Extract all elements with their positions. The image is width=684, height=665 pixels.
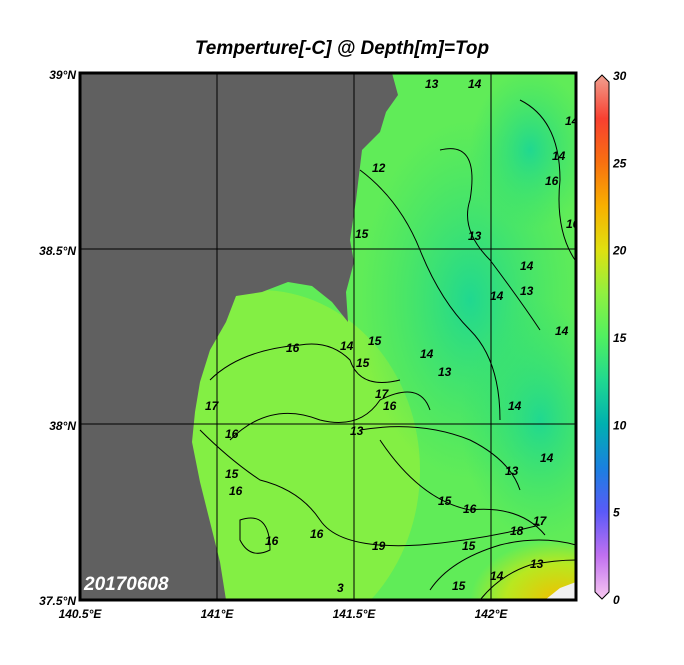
contour-label: 14: [508, 399, 522, 413]
colorbar-tick: 30: [613, 69, 627, 83]
contour-label: 16: [566, 217, 580, 231]
contour-label: 16: [229, 484, 243, 498]
contour-label: 13: [505, 464, 519, 478]
colorbar-tick: 5: [613, 506, 620, 520]
lon-axis: 140.5°E 141°E 141.5°E 142°E: [59, 607, 509, 621]
contour-label: 3: [337, 581, 344, 595]
contour-label: 14: [468, 77, 482, 91]
contour-label: 14: [420, 347, 434, 361]
lat-tick: 37.5°N: [39, 594, 76, 608]
colorbar-tick: 20: [612, 244, 627, 258]
contour-label: 17: [375, 387, 390, 401]
contour-label: 16: [265, 534, 279, 548]
contour-label: 13: [468, 229, 482, 243]
contour-label: 15: [438, 494, 452, 508]
land-mass: [80, 73, 398, 600]
colorbar-tick: 0: [613, 593, 620, 607]
contour-label: 14: [555, 324, 569, 338]
lon-tick: 141°E: [201, 607, 235, 621]
lat-axis: 39°N 38.5°N 38°N 37.5°N: [39, 68, 76, 608]
contour-label: 13: [438, 365, 452, 379]
contour-label: 16: [286, 341, 300, 355]
contour-label: 13: [530, 557, 544, 571]
contour-label: 12: [372, 161, 386, 175]
contour-label: 13: [520, 284, 534, 298]
lon-tick: 140.5°E: [59, 607, 103, 621]
contour-label: 15: [368, 334, 382, 348]
contour-label: 15: [356, 356, 370, 370]
lon-tick: 141.5°E: [333, 607, 377, 621]
contour-label: 17: [533, 514, 548, 528]
colorbar: [594, 74, 610, 600]
contour-label: 16: [310, 527, 324, 541]
contour-lines: [199, 99, 576, 600]
colorbar-tick: 10: [613, 418, 627, 432]
contour-label: 15: [225, 467, 239, 481]
lat-tick: 38.5°N: [39, 244, 76, 258]
contour-label: 17: [205, 399, 220, 413]
contour-label: 15: [452, 579, 466, 593]
date-label: 20170608: [83, 574, 169, 595]
contour-label: 13: [425, 77, 439, 91]
contour-label: 16: [225, 427, 239, 441]
contour-label: 19: [372, 539, 386, 553]
contour-label: 16: [463, 502, 477, 516]
contour-label: 14: [490, 289, 504, 303]
map-title: Temperture[-C] @ Depth[m]=Top: [195, 38, 489, 59]
contour-label: 14: [490, 569, 504, 583]
contour-label: 15: [462, 539, 476, 553]
contour-label: 14: [540, 451, 554, 465]
contour-label: 14: [565, 114, 579, 128]
contour-label: 16: [383, 399, 397, 413]
colorbar-tick: 25: [612, 156, 627, 170]
contour-label: 15: [355, 227, 369, 241]
contour-label: 14: [340, 339, 354, 353]
colorbar-tick: 15: [613, 331, 627, 345]
lat-tick: 39°N: [49, 68, 76, 82]
map-frame: [78, 71, 578, 602]
contour-label: 14: [520, 259, 534, 273]
watermark: Ocean Data View: [582, 514, 593, 595]
contour-label: 16: [545, 174, 559, 188]
contour-label: 18: [510, 524, 524, 538]
lat-tick: 38°N: [49, 419, 76, 433]
colorbar-ticks: 30 25 20 15 10 5 0: [612, 69, 627, 607]
graticule: [80, 73, 576, 600]
contour-label: 14: [552, 149, 566, 163]
lon-tick: 142°E: [475, 607, 509, 621]
contour-label: 13: [350, 424, 364, 438]
